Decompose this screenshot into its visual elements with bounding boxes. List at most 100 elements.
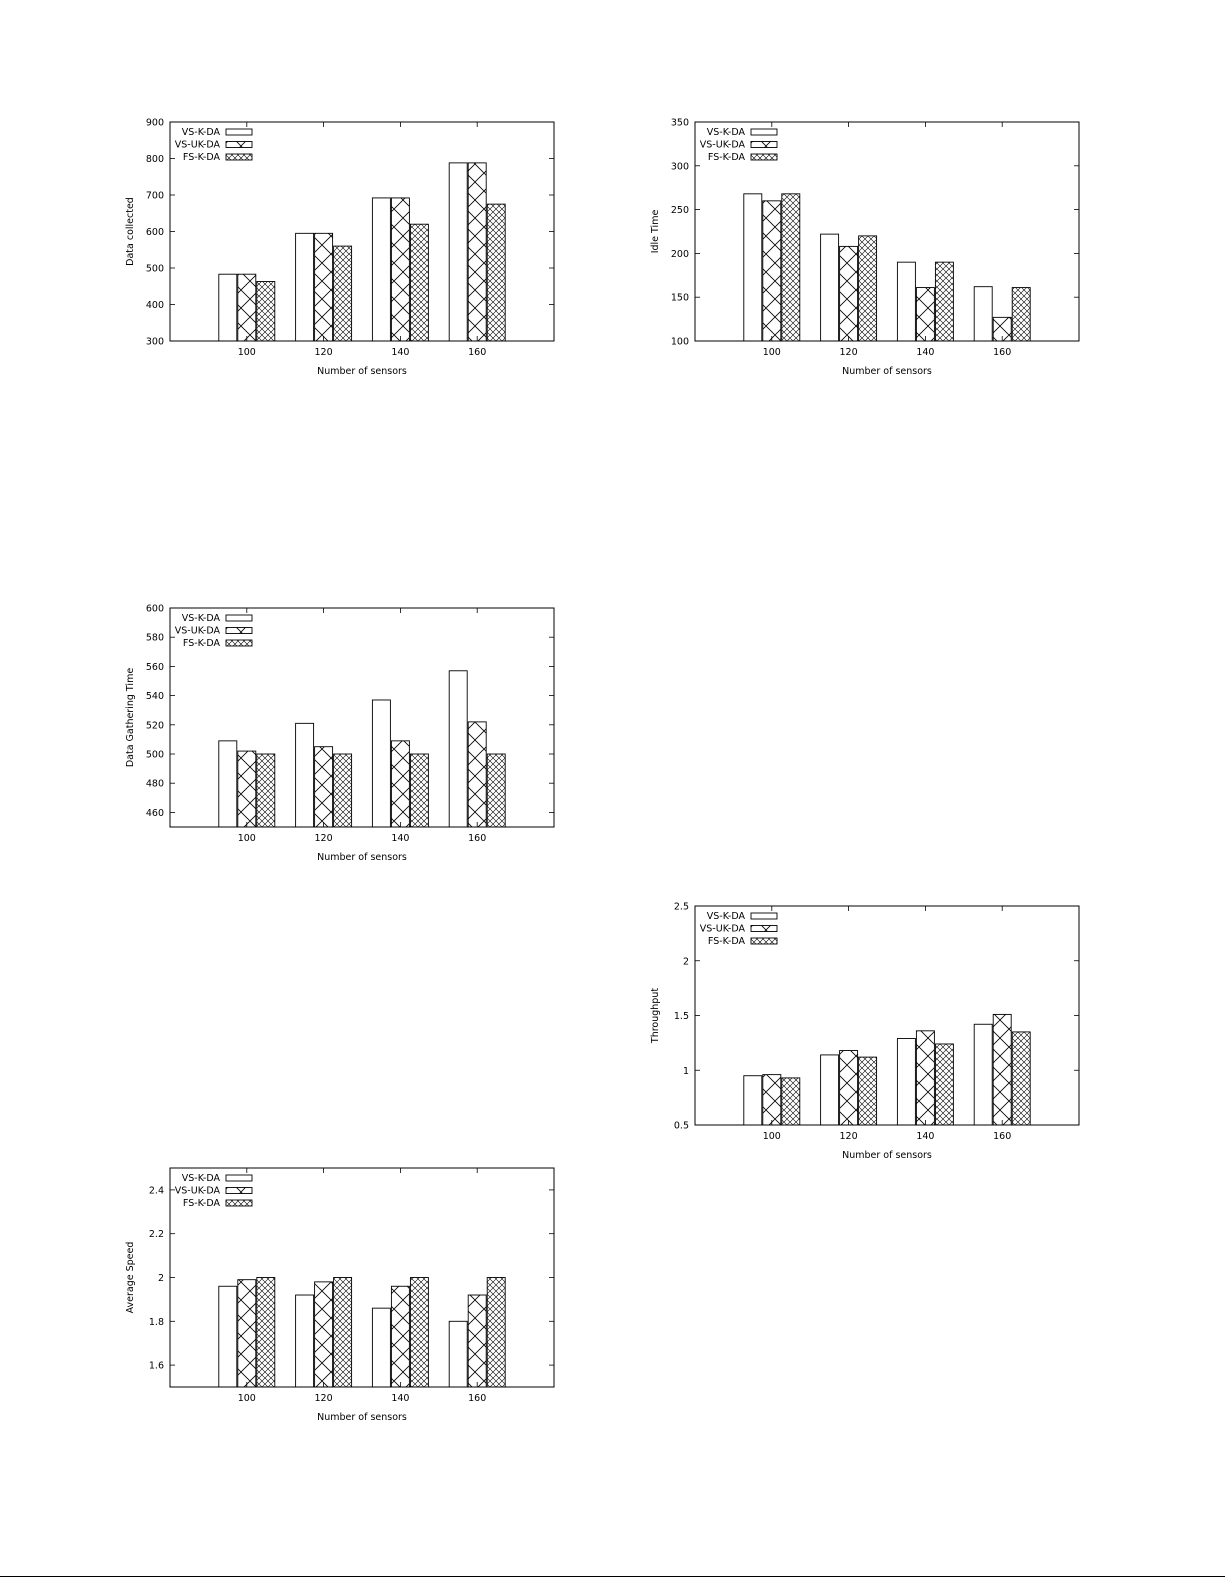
legend-swatch: [750, 925, 778, 932]
bar-fs-k-da-140: [934, 261, 954, 342]
plot-frame: [694, 121, 1080, 342]
bar-vs-k-da-160: [448, 670, 468, 828]
legend-swatch: [225, 1199, 253, 1207]
bar-fs-k-da-160: [486, 753, 506, 828]
x-tick-label: 120: [315, 347, 333, 358]
x-axis-label: Number of sensors: [317, 1412, 407, 1423]
legend-label: FS-K-DA: [183, 638, 221, 649]
legend-label: FS-K-DA: [183, 1198, 221, 1209]
bar-vs-k-da-160: [973, 1023, 993, 1126]
bar-fs-k-da-160: [486, 1277, 506, 1388]
bar-fs-k-da-100: [256, 753, 276, 828]
x-axis-label: Number of sensors: [317, 852, 407, 863]
legend-swatch: [750, 141, 778, 148]
y-tick-label: 500: [146, 264, 164, 275]
bar-vs-uk-da-140: [915, 1030, 935, 1126]
legend-label: VS-UK-DA: [175, 1186, 221, 1197]
legend-label: VS-K-DA: [182, 127, 221, 138]
bar-fs-k-da-100: [781, 1077, 801, 1126]
bar-vs-k-da-100: [218, 273, 238, 342]
y-tick-label: 100: [671, 337, 689, 348]
x-tick-label: 160: [468, 833, 486, 844]
legend-swatch: [750, 128, 778, 136]
y-axis-label: Data Gathering Time: [125, 668, 136, 767]
legend-swatch: [225, 1174, 253, 1182]
legend-label: VS-K-DA: [182, 613, 221, 624]
y-axis-label: Idle Time: [650, 210, 661, 254]
legend-swatch: [225, 614, 253, 622]
x-tick-label: 140: [916, 1131, 934, 1142]
bar-vs-k-da-120: [295, 722, 315, 828]
x-tick-label: 160: [468, 1393, 486, 1404]
x-tick-label: 100: [763, 1131, 781, 1142]
plot-frame: [169, 1167, 555, 1388]
bar-vs-k-da-100: [743, 1075, 763, 1126]
y-tick-label: 1.6: [149, 1361, 164, 1372]
y-tick-label: 300: [671, 161, 689, 172]
y-tick-label: 500: [146, 750, 164, 761]
bar-fs-k-da-140: [409, 753, 429, 828]
chart-data-gathering-time: 460 480 500 520 540 560 580 600 100 120 140 160 VS-K…: [125, 604, 555, 863]
bar-vs-uk-da-100: [237, 273, 257, 342]
x-tick-label: 120: [840, 1131, 858, 1142]
legend-swatch: [225, 627, 253, 634]
plot-frame: [694, 905, 1080, 1126]
bar-vs-uk-da-120: [314, 1281, 334, 1388]
y-tick-label: 1.8: [149, 1317, 164, 1328]
legend-label: VS-K-DA: [707, 127, 746, 138]
legend-label: VS-K-DA: [182, 1173, 221, 1184]
bar-vs-k-da-160: [448, 1320, 468, 1388]
bar-fs-k-da-160: [1011, 1031, 1031, 1126]
x-tick-label: 120: [315, 833, 333, 844]
x-tick-label: 140: [391, 1393, 409, 1404]
y-tick-label: 2: [683, 956, 689, 967]
bar-vs-k-da-160: [973, 286, 993, 342]
bar-vs-uk-da-100: [762, 200, 782, 342]
x-axis-label: Number of sensors: [842, 366, 932, 377]
y-tick-label: 520: [146, 720, 164, 731]
bar-fs-k-da-100: [256, 1277, 276, 1388]
x-tick-label: 160: [993, 347, 1011, 358]
plot-frame: [169, 121, 555, 342]
legend-label: VS-UK-DA: [700, 924, 746, 935]
bar-vs-uk-da-160: [992, 316, 1012, 342]
y-tick-label: 350: [671, 118, 689, 129]
legend-swatch: [225, 153, 253, 161]
bar-vs-k-da-120: [820, 1054, 840, 1126]
x-axis-label: Number of sensors: [842, 1150, 932, 1161]
bar-vs-k-da-100: [743, 193, 763, 342]
bar-vs-uk-da-120: [314, 232, 334, 342]
y-tick-label: 2.4: [149, 1185, 164, 1196]
x-tick-label: 100: [238, 833, 256, 844]
legend-swatch: [750, 153, 778, 161]
legend-swatch: [225, 141, 253, 148]
y-tick-label: 300: [146, 337, 164, 348]
bar-vs-k-da-120: [295, 1294, 315, 1388]
bar-vs-k-da-120: [295, 232, 315, 342]
x-tick-label: 100: [238, 347, 256, 358]
y-axis-label: Throughput: [650, 988, 661, 1044]
bar-vs-k-da-100: [218, 740, 238, 828]
y-tick-label: 2.5: [674, 902, 689, 913]
legend-label: FS-K-DA: [708, 936, 746, 947]
y-tick-label: 150: [671, 293, 689, 304]
y-tick-label: 2: [158, 1273, 164, 1284]
chart-throughput: 0.5 1 1.5 2 2.5 100 120 140 160 VS-K-DA VS-UK-DAFS…: [650, 902, 1080, 1161]
bar-vs-uk-da-140: [390, 1285, 410, 1388]
y-tick-label: 2.2: [149, 1229, 164, 1240]
y-tick-label: 480: [146, 779, 164, 790]
bar-fs-k-da-160: [486, 203, 506, 342]
page-bottom-rule: [0, 1576, 1225, 1577]
bar-vs-k-da-140: [896, 261, 916, 342]
x-tick-label: 140: [391, 347, 409, 358]
bar-vs-uk-da-120: [314, 746, 334, 828]
x-tick-label: 100: [238, 1393, 256, 1404]
x-tick-label: 120: [840, 347, 858, 358]
legend-label: VS-UK-DA: [175, 626, 221, 637]
y-axis-label: Data collected: [125, 197, 136, 266]
legend-swatch: [225, 1187, 253, 1194]
plot-frame: [169, 607, 555, 828]
bar-fs-k-da-140: [409, 1277, 429, 1388]
bar-vs-uk-da-140: [915, 287, 935, 342]
bar-vs-uk-da-160: [467, 721, 487, 828]
